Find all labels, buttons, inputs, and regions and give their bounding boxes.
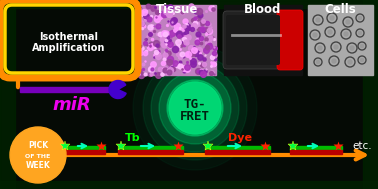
- Circle shape: [334, 45, 338, 49]
- Bar: [205, 146, 270, 150]
- Circle shape: [151, 64, 239, 152]
- Text: etc.: etc.: [352, 141, 372, 151]
- Bar: [0, 181, 378, 189]
- Circle shape: [348, 60, 352, 64]
- Circle shape: [316, 18, 320, 22]
- Circle shape: [328, 30, 332, 34]
- Circle shape: [316, 60, 320, 64]
- Text: Tissue: Tissue: [156, 3, 198, 16]
- Text: FRET: FRET: [180, 111, 210, 123]
- FancyBboxPatch shape: [226, 15, 280, 65]
- Circle shape: [143, 56, 247, 160]
- Bar: [205, 150, 270, 154]
- Text: Cells: Cells: [325, 3, 356, 16]
- Bar: [363, 0, 378, 189]
- FancyBboxPatch shape: [277, 10, 303, 70]
- Bar: [224, 5, 302, 75]
- Text: Blood: Blood: [244, 3, 282, 16]
- Bar: [118, 150, 183, 154]
- Text: Amplification: Amplification: [32, 43, 106, 53]
- Bar: [20, 87, 110, 92]
- Circle shape: [313, 33, 317, 37]
- Bar: [290, 146, 342, 150]
- Text: OF THE: OF THE: [25, 153, 51, 159]
- Circle shape: [360, 58, 364, 62]
- Circle shape: [167, 80, 223, 136]
- Circle shape: [159, 72, 231, 144]
- Circle shape: [344, 32, 348, 36]
- Bar: [308, 5, 373, 75]
- Circle shape: [360, 44, 364, 48]
- Circle shape: [318, 46, 322, 50]
- Text: WEEK: WEEK: [26, 160, 50, 170]
- Bar: [63, 150, 105, 154]
- Bar: [63, 146, 105, 150]
- Text: TG-: TG-: [184, 98, 206, 112]
- Circle shape: [330, 16, 334, 20]
- Circle shape: [358, 31, 362, 35]
- Text: Isothermal: Isothermal: [39, 32, 99, 42]
- Circle shape: [350, 46, 354, 50]
- Circle shape: [332, 59, 336, 63]
- Text: PICK: PICK: [28, 142, 48, 150]
- Wedge shape: [109, 81, 126, 98]
- Bar: [0, 0, 378, 8]
- Circle shape: [169, 82, 221, 134]
- Text: Dye: Dye: [228, 133, 252, 143]
- Bar: [0, 0, 15, 189]
- Bar: [138, 5, 216, 75]
- Circle shape: [346, 20, 350, 24]
- Bar: [118, 146, 183, 150]
- FancyBboxPatch shape: [223, 11, 299, 69]
- Text: miR: miR: [53, 96, 91, 114]
- Circle shape: [10, 127, 66, 183]
- Text: Tb: Tb: [125, 133, 141, 143]
- Circle shape: [358, 16, 362, 20]
- Bar: [290, 150, 342, 154]
